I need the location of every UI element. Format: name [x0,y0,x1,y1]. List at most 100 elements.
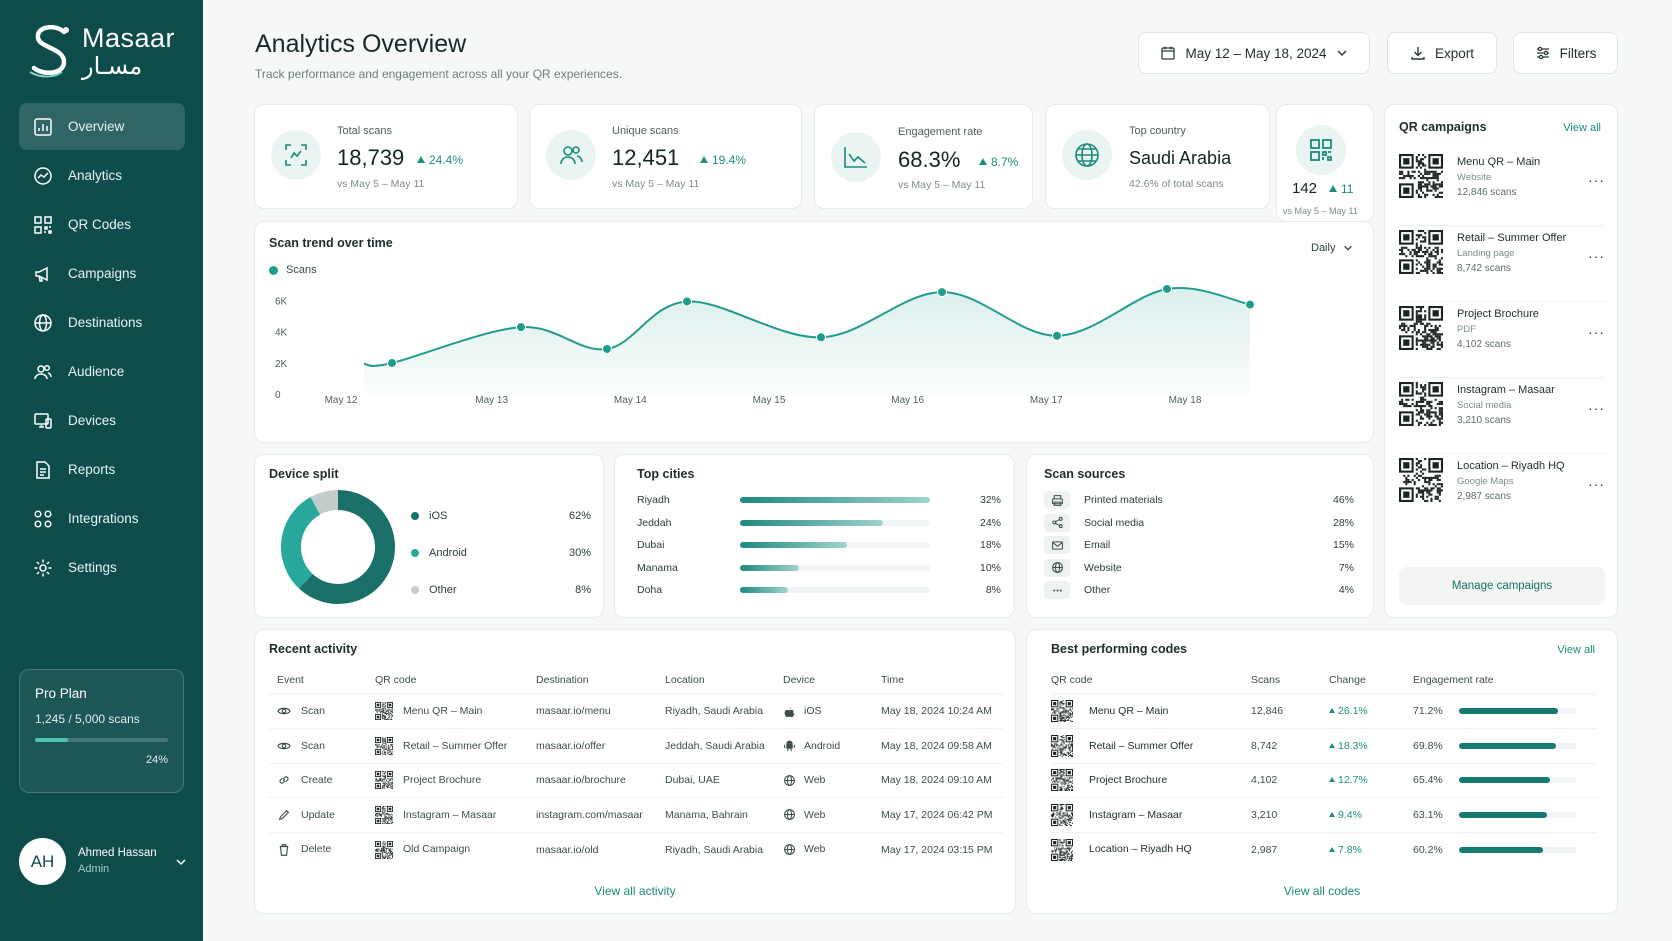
source-icon-wrap [1044,558,1070,577]
data-point[interactable] [682,296,692,307]
data-point[interactable] [1162,283,1172,294]
campaigns-view-all-link[interactable]: View all [1563,122,1601,134]
city-row[interactable]: Dubai 18% [637,534,1001,557]
column-header[interactable]: QR code [375,673,417,686]
more-options-icon[interactable]: ··· [1588,476,1605,492]
engagement-bar-track [1459,708,1577,715]
column-header[interactable]: Destination [536,673,589,686]
user-menu[interactable]: AH Ahmed Hassan Admin [19,838,187,885]
column-header[interactable]: Scans [1251,673,1281,686]
donut-slice-android[interactable] [281,497,321,589]
city-row[interactable]: Manama 10% [637,557,1001,580]
date-range-picker[interactable]: May 12 – May 18, 2024 [1138,32,1370,74]
sidebar-item-label: QR Codes [68,217,132,232]
data-point[interactable] [516,322,526,333]
table-row[interactable]: Scan Menu QR – Main masaar.io/menu Riyadh, … [269,693,1003,729]
sidebar-item-integrations[interactable]: Integrations [19,495,185,542]
column-header[interactable]: Event [277,673,304,686]
period-dropdown[interactable]: Daily [1311,242,1353,254]
sidebar-item-campaigns[interactable]: Campaigns [19,250,185,297]
chevron-down-icon[interactable] [175,856,187,868]
column-header[interactable]: Time [881,673,904,686]
megaphone-icon [35,266,48,282]
brand-logo[interactable]: Masaar مسـار [26,22,175,80]
table-row[interactable]: Location – Riyadh HQ 2,987 7.8% 60.2% [1051,831,1597,867]
more-options-icon[interactable]: ··· [1588,324,1605,340]
campaign-item[interactable]: Location – Riyadh HQ Google Maps 2,987 sca… [1399,458,1605,520]
scan-trend-chart[interactable]: 6K 4K 2K 0 May 12 May 13 May 14 May 15 May 16 May… [255,222,1373,442]
table-row[interactable]: Update Instagram – Masaar instagram.com/ma… [269,797,1003,832]
city-row[interactable]: Doha 8% [637,579,1001,602]
sidebar-item-qr-codes[interactable]: QR Codes [19,201,185,248]
sidebar-item-destinations[interactable]: Destinations [19,299,185,346]
sidebar-item-analytics[interactable]: Analytics [19,152,185,199]
qr-code-image [1399,154,1443,198]
engagement-rate: 65.4% [1413,774,1443,787]
table-row[interactable]: Delete Old Campaign masaar.io/old Riyadh, S… [269,831,1003,867]
sidebar-item-devices[interactable]: Devices [19,397,185,444]
data-point[interactable] [387,358,397,369]
more-options-icon[interactable]: ··· [1588,400,1605,416]
campaign-item[interactable]: Project Brochure PDF 4,102 scans ··· [1399,306,1605,378]
column-header[interactable]: QR code [1051,673,1093,686]
table-row[interactable]: Create Project Brochure masaar.io/brochure… [269,762,1003,798]
destination-cell[interactable]: masaar.io/offer [528,728,657,763]
device-label: Web [804,843,826,856]
eye-icon [277,742,291,749]
globe-icon [1062,130,1112,180]
campaign-name: Location – Riyadh HQ [1457,460,1565,472]
data-point[interactable] [602,344,612,355]
donut-slice-other[interactable] [310,490,339,515]
destination-cell[interactable]: masaar.io/brochure [528,762,657,798]
destination-cell[interactable]: masaar.io/menu [528,693,657,729]
source-row[interactable]: Social media 28% [1044,512,1368,535]
more-options-icon[interactable]: ··· [1588,172,1605,188]
data-point[interactable] [1052,330,1062,341]
donut-slice-ios[interactable] [298,490,395,604]
city-row[interactable]: Jeddah 24% [637,512,1001,535]
source-row[interactable]: Email 15% [1044,534,1368,557]
more-options-icon[interactable]: ··· [1588,248,1605,264]
export-button[interactable]: Export [1387,32,1497,74]
apple-icon [784,707,795,717]
destination-cell[interactable]: instagram.com/masaar [528,797,657,832]
kpi-value: 68.3% [898,147,961,172]
city-row[interactable]: Riyadh 32% [637,489,1001,512]
data-point[interactable] [816,332,826,343]
sidebar-item-overview[interactable]: Overview [19,103,185,150]
kpi-qr-codes: 142 11 vs May 5 – May 11 [1276,104,1374,222]
plan-card[interactable]: Pro Plan 1,245 / 5,000 scans 24% [19,669,184,793]
column-header[interactable]: Change [1329,673,1366,686]
data-point[interactable] [937,287,947,298]
column-header[interactable]: Device [783,673,816,686]
table-row[interactable]: Scan Retail – Summer Offer masaar.io/offer… [269,728,1003,763]
source-row[interactable]: Other 4% [1044,579,1368,602]
device-donut-chart[interactable] [273,482,403,612]
view-all-activity-link[interactable]: View all activity [594,884,676,898]
sidebar-item-audience[interactable]: Audience [19,348,185,395]
best-view-all-link[interactable]: View all [1557,644,1595,656]
column-header[interactable]: Engagement rate [1413,673,1494,686]
table-row[interactable]: Menu QR – Main 12,846 26.1% 71.2% [1051,693,1597,729]
campaign-scans: 12,846 scans [1457,186,1517,198]
table-row[interactable]: Retail – Summer Offer 8,742 18.3% 69.8% [1051,728,1597,763]
filters-button[interactable]: Filters [1513,32,1618,74]
change-cell: 18.3% [1325,728,1409,763]
campaign-item[interactable]: Retail – Summer Offer Landing page 8,742 s… [1399,230,1605,302]
sidebar-item-settings[interactable]: Settings [19,544,185,591]
source-row[interactable]: Printed materials 46% [1044,489,1368,512]
campaign-name: Retail – Summer Offer [1457,232,1567,244]
table-row[interactable]: Project Brochure 4,102 12.7% 65.4% [1051,762,1597,798]
view-all-codes-link[interactable]: View all codes [1283,884,1361,898]
column-header[interactable]: Location [665,673,705,686]
plan-usage: 1,245 / 5,000 scans [35,712,140,726]
campaign-item[interactable]: Menu QR – Main Website 12,846 scans ··· [1399,154,1605,226]
manage-campaigns-button[interactable]: Manage campaigns [1399,567,1605,605]
source-row[interactable]: Website 7% [1044,557,1368,580]
campaign-item[interactable]: Instagram – Masaar Social media 3,210 scan… [1399,382,1605,454]
data-point[interactable] [1245,299,1255,310]
source-percent: 4% [1338,584,1354,597]
destination-cell[interactable]: masaar.io/old [528,831,657,867]
sidebar-item-reports[interactable]: Reports [19,446,185,493]
table-row[interactable]: Instagram – Masaar 3,210 9.4% 63.1% [1051,797,1597,832]
